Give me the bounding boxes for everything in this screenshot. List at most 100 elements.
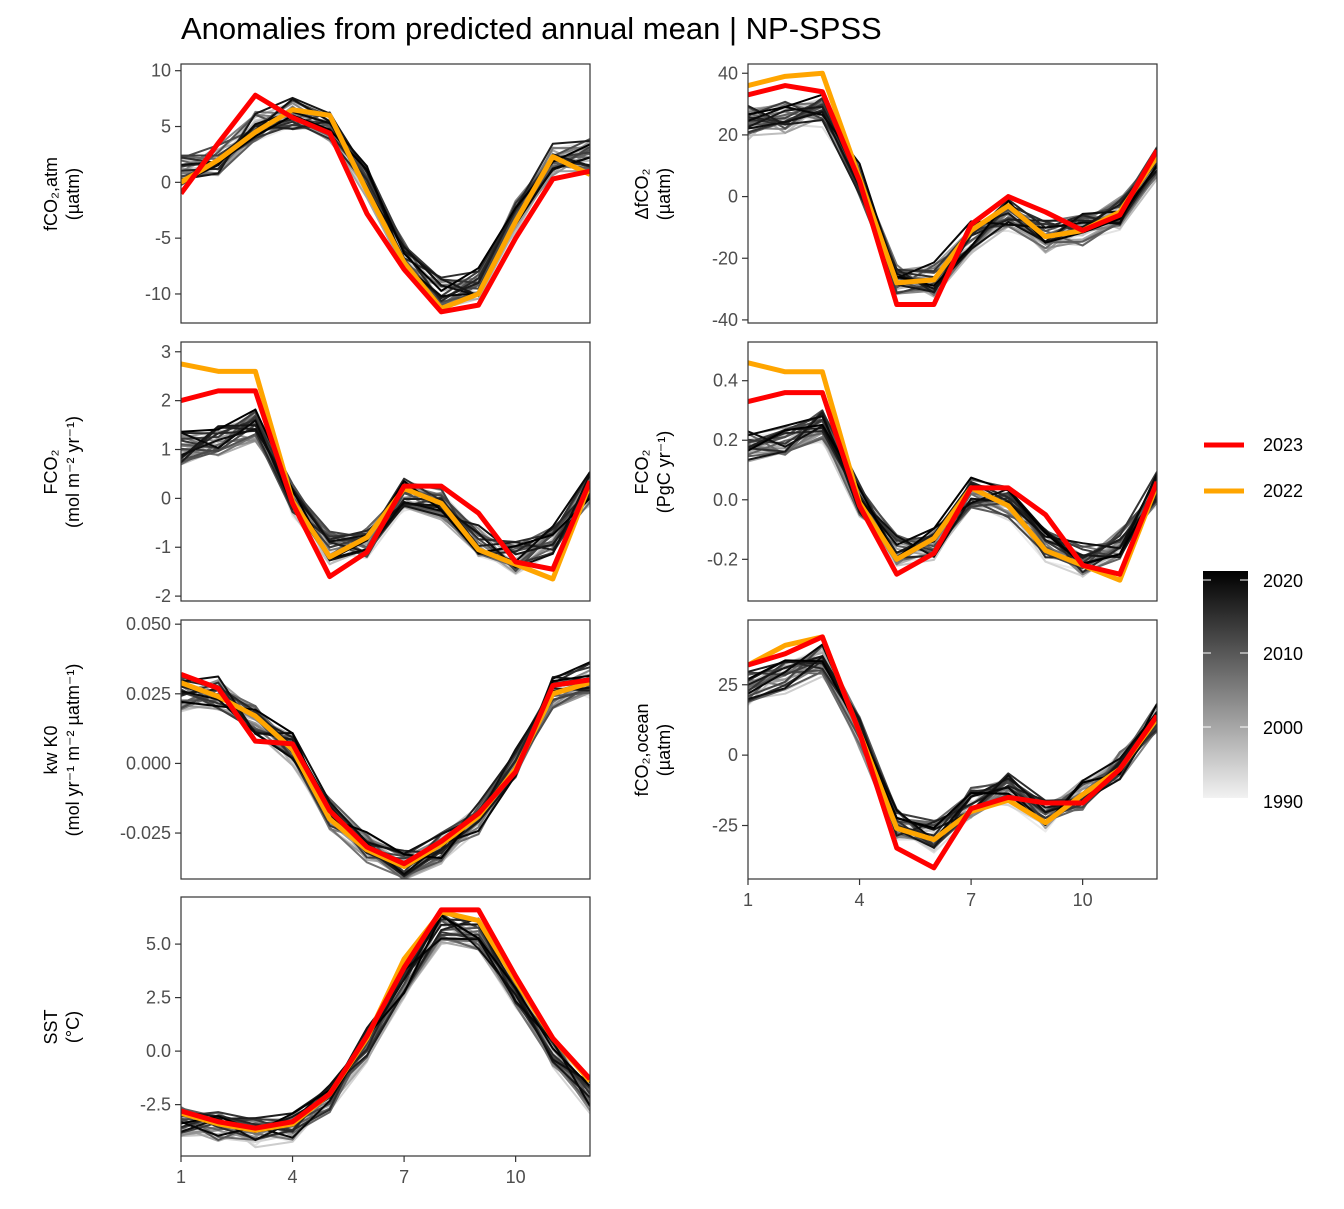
y-tick-label: 10 xyxy=(151,61,171,81)
series-line-year-2021 xyxy=(748,659,1157,829)
series-line-2023 xyxy=(748,390,1157,577)
y-axis-label: FCO₂ (PgC yr⁻¹) xyxy=(632,431,674,514)
panel-FCO2_area: 3 2 1 0 -1 -2 FCO₂ (mol m⁻² yr⁻¹) xyxy=(41,341,591,606)
series-line-year-1991 xyxy=(181,922,590,1147)
panel-frame xyxy=(747,341,1158,602)
y-axis-label: FCO₂ (mol m⁻² yr⁻¹) xyxy=(41,416,83,528)
series-line-year-2002 xyxy=(748,425,1157,563)
y-tick-label: -25 xyxy=(712,816,738,836)
series-line-year-2020 xyxy=(748,105,1157,280)
colorbar-ticks xyxy=(1203,579,1248,801)
series-line-year-1994 xyxy=(181,932,590,1149)
x-tick-label: 7 xyxy=(966,890,976,910)
panel-frame xyxy=(747,63,1158,324)
panel-FCO2_total: 0.4 0.2 0.0 -0.2 FCO₂ (PgC yr⁻¹) xyxy=(632,341,1158,602)
series-line-year-1995 xyxy=(748,664,1157,832)
y-axis-label: ΔfCO₂ (µatm) xyxy=(632,168,674,220)
panel-lines xyxy=(181,361,590,582)
x-tick-label: 1 xyxy=(743,890,753,910)
series-line-year-2006 xyxy=(748,435,1157,562)
y-tick-label: -2.5 xyxy=(140,1095,171,1115)
series-line-year-2003 xyxy=(181,669,590,859)
series-line-year-2021 xyxy=(181,114,590,292)
series-line-year-2017 xyxy=(748,427,1157,559)
x-tick-label: 4 xyxy=(855,890,865,910)
y-tick-label: 2.5 xyxy=(146,988,171,1008)
series-line-year-2005 xyxy=(748,423,1157,566)
series-line-year-2003 xyxy=(748,660,1157,826)
legend-label-2023: 2023 xyxy=(1263,435,1303,455)
x-tick-label: 4 xyxy=(288,1167,298,1187)
series-line-year-2007 xyxy=(748,670,1157,824)
series-line-year-2020 xyxy=(748,643,1157,842)
series-line-year-2014 xyxy=(181,931,590,1132)
series-line-2023 xyxy=(181,671,590,867)
series-line-year-2010 xyxy=(181,433,590,555)
series-line-year-1999 xyxy=(748,437,1157,557)
y-tick-label: -0.2 xyxy=(707,549,738,569)
y-tick-label: 25 xyxy=(718,675,738,695)
series-line-year-1996 xyxy=(181,938,590,1140)
series-line-year-1999 xyxy=(181,940,590,1142)
y-tick-label: 0 xyxy=(161,488,171,508)
series-line-year-2019 xyxy=(181,912,590,1142)
y-axis-label: fCO₂,ocean (µatm) xyxy=(632,703,674,796)
y-tick-label: 0 xyxy=(161,172,171,192)
series-line-year-2014 xyxy=(748,103,1157,273)
series-line-year-2003 xyxy=(181,937,590,1134)
panel-frame xyxy=(180,896,591,1157)
panel-lines xyxy=(748,360,1157,583)
y-tick-label: -5 xyxy=(155,228,171,248)
panel-frame xyxy=(747,619,1158,880)
series-line-2022 xyxy=(181,361,590,582)
series-line-year-2012 xyxy=(181,676,590,858)
legend-label-2022: 2022 xyxy=(1263,481,1303,501)
series-line-2023 xyxy=(181,92,590,315)
panel-lines xyxy=(748,634,1157,871)
y-tick-label: 0.050 xyxy=(126,614,171,634)
panel-frame xyxy=(180,341,591,602)
y-tick-label: -20 xyxy=(712,248,738,268)
series-line-year-1996 xyxy=(748,428,1157,562)
y-tick-label: -0.025 xyxy=(120,823,171,843)
series-line-year-2005 xyxy=(181,936,590,1126)
panel-fCO2_atm: 10 5 0 -5 -10 fCO₂,atm (µatm) xyxy=(41,61,591,324)
series-line-year-2013 xyxy=(181,933,590,1134)
y-tick-label: 0.0 xyxy=(713,490,738,510)
series-line-year-2006 xyxy=(181,938,590,1141)
series-line-year-2019 xyxy=(748,424,1157,558)
series-line-2023 xyxy=(748,634,1157,871)
series-line-2022 xyxy=(181,107,590,311)
panel-fCO2_ocean: 25 0 -25 1 4 7 10 fCO₂,ocean (µatm) xyxy=(632,619,1158,910)
y-axis-label: fCO₂,atm (µatm) xyxy=(41,157,83,231)
legend-item-2022: 2022 xyxy=(1204,481,1303,501)
panel-frame xyxy=(180,63,591,324)
series-line-year-1992 xyxy=(748,440,1157,557)
chart-title: Anomalies from predicted annual mean | N… xyxy=(181,11,882,46)
y-tick-label: -40 xyxy=(712,310,738,330)
y-tick-label: -10 xyxy=(145,284,171,304)
y-tick-label: 0 xyxy=(728,745,738,765)
series-line-2023 xyxy=(748,83,1157,307)
panel-lines xyxy=(181,907,590,1149)
y-axis-label: SST (°C) xyxy=(41,1009,83,1044)
y-tick-label: 2 xyxy=(161,391,171,411)
y-tick-label: 0.2 xyxy=(713,430,738,450)
y-tick-label: 0.0 xyxy=(146,1041,171,1061)
x-tick-label: 7 xyxy=(399,1167,409,1187)
legend-item-2023: 2023 xyxy=(1204,435,1303,455)
colorbar-label-2010: 2010 xyxy=(1263,644,1303,664)
series-line-year-2015 xyxy=(181,418,590,543)
y-axis-label: kw K0 (mol yr⁻¹ m⁻² µatm⁻¹) xyxy=(41,664,83,837)
series-line-2022 xyxy=(181,680,590,869)
panel-lines xyxy=(181,92,590,315)
series-line-year-2008 xyxy=(181,935,590,1134)
series-line-year-2019 xyxy=(181,675,590,855)
series-line-year-2021 xyxy=(748,423,1157,566)
y-tick-label: -2 xyxy=(155,586,171,606)
y-tick-label: 20 xyxy=(718,125,738,145)
series-line-2022 xyxy=(748,360,1157,583)
panel-dfCO2: 40 20 0 -20 -40 ΔfCO₂ (µatm) xyxy=(632,63,1158,330)
